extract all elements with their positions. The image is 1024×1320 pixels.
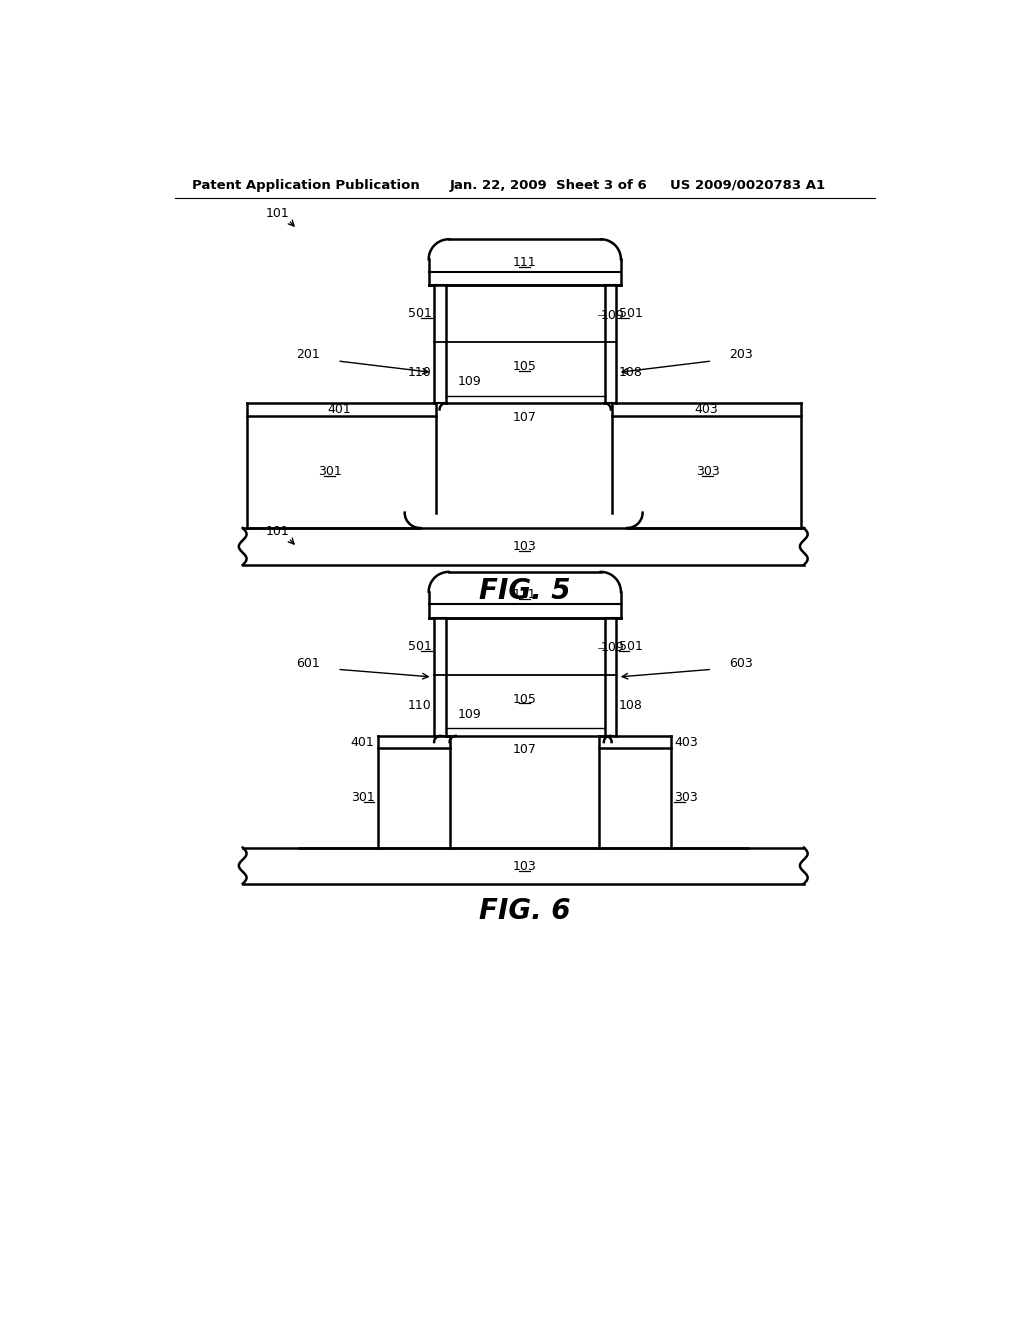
- Text: 301: 301: [350, 792, 375, 804]
- Text: 111: 111: [513, 256, 537, 269]
- Text: 110: 110: [408, 698, 432, 711]
- Text: FIG. 6: FIG. 6: [479, 896, 570, 925]
- Text: 201: 201: [297, 348, 321, 362]
- Text: 109: 109: [601, 309, 625, 322]
- Text: 303: 303: [675, 792, 698, 804]
- Text: 111: 111: [513, 589, 537, 602]
- Text: 501: 501: [408, 640, 432, 653]
- Text: 401: 401: [327, 403, 350, 416]
- Text: 603: 603: [729, 656, 753, 669]
- Text: US 2009/0020783 A1: US 2009/0020783 A1: [671, 178, 825, 191]
- Text: 108: 108: [618, 698, 642, 711]
- Text: 107: 107: [513, 743, 537, 756]
- Text: 107: 107: [513, 411, 537, 424]
- Text: 103: 103: [513, 540, 537, 553]
- Text: 101: 101: [266, 525, 290, 539]
- Text: 105: 105: [513, 693, 537, 706]
- Text: 109: 109: [458, 375, 481, 388]
- Text: 501: 501: [618, 308, 642, 321]
- Text: 601: 601: [297, 656, 321, 669]
- Text: 303: 303: [696, 465, 720, 478]
- Text: 203: 203: [729, 348, 753, 362]
- Text: Jan. 22, 2009  Sheet 3 of 6: Jan. 22, 2009 Sheet 3 of 6: [450, 178, 647, 191]
- Text: 501: 501: [408, 308, 432, 321]
- Text: 403: 403: [694, 403, 718, 416]
- Text: 108: 108: [618, 366, 642, 379]
- Text: 109: 109: [458, 708, 481, 721]
- Text: 105: 105: [513, 360, 537, 374]
- Text: 110: 110: [408, 366, 432, 379]
- Text: 301: 301: [317, 465, 341, 478]
- Text: 109: 109: [601, 642, 625, 655]
- Text: FIG. 5: FIG. 5: [479, 577, 570, 605]
- Text: Patent Application Publication: Patent Application Publication: [191, 178, 419, 191]
- Text: 403: 403: [675, 735, 698, 748]
- Text: 501: 501: [618, 640, 642, 653]
- Text: 401: 401: [350, 735, 375, 748]
- Text: 101: 101: [266, 207, 290, 220]
- Text: 103: 103: [513, 861, 537, 874]
